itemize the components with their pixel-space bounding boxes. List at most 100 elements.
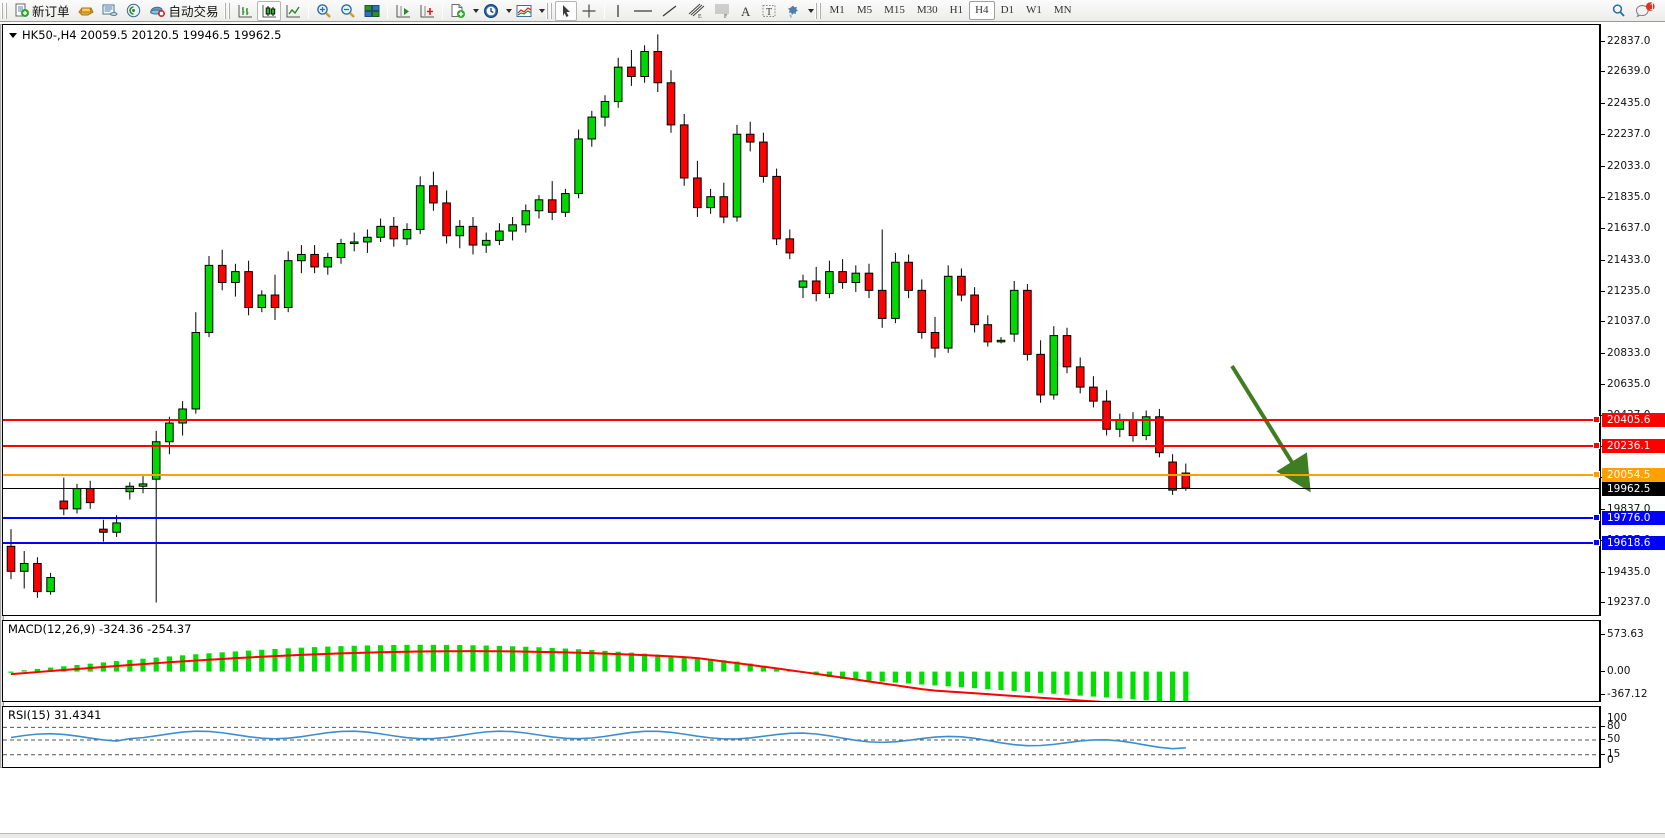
toolbar-grip-3[interactable] (545, 2, 553, 19)
timeframe-d1[interactable]: D1 (1000, 4, 1015, 16)
price-tag-resistance-1[interactable]: 20405.6 (1602, 413, 1665, 428)
svg-text:E: E (698, 14, 702, 19)
svg-text:T: T (766, 7, 772, 18)
price-axis-label: 21433.0 (1607, 253, 1651, 266)
horizontal-line-button[interactable] (629, 1, 657, 21)
timeframe-h1[interactable]: H1 (949, 4, 964, 16)
rsi-series (3, 726, 1599, 756)
navigator-button[interactable] (122, 1, 145, 21)
objects-button[interactable] (781, 1, 805, 21)
text-button[interactable]: A (735, 1, 757, 21)
chart-shift-button[interactable] (391, 1, 415, 21)
price-axis-label: 22837.0 (1607, 34, 1651, 47)
crosshair-button[interactable] (577, 1, 601, 21)
rsi-axis-label: 15 (1607, 747, 1621, 760)
indicators-button[interactable] (512, 1, 536, 21)
zoom-out-button[interactable] (336, 1, 360, 21)
symbol-header[interactable]: HK50-,H4 20059.5 20120.5 19946.5 19962.5 (9, 28, 281, 42)
bar-chart-icon (238, 4, 252, 17)
line-chart-button[interactable] (281, 1, 305, 21)
price-axis-tick (1601, 321, 1605, 323)
price-line-handle[interactable] (1593, 538, 1600, 546)
price-line-support-2[interactable] (3, 538, 1600, 546)
price-line-handle[interactable] (1593, 470, 1600, 478)
new-order-button[interactable]: 新订单 (10, 1, 74, 21)
objects-icon (787, 5, 798, 18)
price-line-support-1[interactable] (3, 514, 1600, 522)
tile-windows-button[interactable] (360, 1, 384, 21)
rsi-pane[interactable]: RSI(15) 31.4341 (2, 706, 1600, 768)
new-template-button[interactable] (446, 1, 470, 21)
text-box-button[interactable]: T (757, 1, 781, 21)
market-watch-button[interactable] (98, 1, 122, 21)
rsi-axis-label: 0 (1607, 754, 1614, 766)
timeframe-w1[interactable]: W1 (1026, 4, 1042, 16)
rsi-axis-label: 80 (1607, 720, 1621, 733)
price-line-resistance-2[interactable] (3, 442, 1600, 450)
macd-pane[interactable]: MACD(12,26,9) -324.36 -254.37 (2, 620, 1600, 702)
price-line-handle[interactable] (1593, 442, 1600, 450)
alerts-button[interactable]: 1 (1631, 1, 1659, 21)
fibonacci-icon: F (714, 4, 729, 19)
chart-menu-triangle-icon[interactable] (9, 32, 17, 38)
new-template-dropdown-caret[interactable] (472, 8, 479, 13)
toolbar-grip-4[interactable] (814, 2, 822, 19)
new-order-icon (15, 3, 29, 17)
timeframe-m1[interactable]: M1 (829, 4, 845, 16)
rsi-axis-label: 100 (1607, 712, 1628, 724)
price-tag-pivot[interactable]: 20054.5 (1602, 467, 1665, 482)
price-line-resistance-1[interactable] (3, 416, 1600, 424)
price-tag-support-1[interactable]: 19776.0 (1602, 511, 1665, 526)
toolbar-grip-1[interactable] (1, 2, 8, 19)
timeframe-m30[interactable]: M30 (916, 4, 938, 16)
price-axis-label: 19435.0 (1607, 565, 1651, 578)
chart-workspace[interactable]: HK50-,H4 20059.5 20120.5 19946.5 19962.5… (0, 22, 1665, 838)
symbol-header-text: HK50-,H4 20059.5 20120.5 19946.5 19962.5 (22, 28, 282, 42)
price-axis-tick (1601, 134, 1605, 136)
bar-chart-button[interactable] (233, 1, 257, 21)
period-dropdown-caret[interactable] (505, 8, 512, 13)
price-pane[interactable]: HK50-,H4 20059.5 20120.5 19946.5 19962.5 (2, 24, 1600, 616)
price-axis-label: 20833.0 (1607, 347, 1651, 360)
navigator-icon (126, 3, 140, 18)
search-button[interactable] (1607, 1, 1631, 21)
timeframe-mn[interactable]: MN (1053, 4, 1072, 16)
fibonacci-button[interactable]: F (709, 1, 735, 21)
text-label-icon: A (741, 4, 751, 19)
timeframe-m15[interactable]: M15 (884, 4, 905, 16)
trend-line-button[interactable] (657, 1, 683, 21)
price-line-handle[interactable] (1593, 416, 1600, 424)
candlestick-chart-button[interactable] (256, 0, 281, 21)
macd-axis-tick (1601, 694, 1605, 695)
candlestick-chart-icon (262, 4, 276, 17)
timeframe-h4[interactable]: H4 (969, 1, 995, 20)
indicators-dropdown-caret[interactable] (538, 8, 545, 13)
price-tag-support-2[interactable]: 19618.6 (1602, 535, 1665, 550)
price-tag-resistance-2[interactable]: 20236.1 (1602, 439, 1665, 454)
line-chart-icon (286, 4, 300, 17)
status-bar (0, 833, 1665, 838)
objects-dropdown-caret[interactable] (807, 8, 814, 13)
toolbar-separator-4 (603, 2, 605, 19)
gold-bar-button[interactable] (74, 1, 98, 21)
price-axis-label: 22237.0 (1607, 128, 1651, 141)
timeframe-m5[interactable]: M5 (856, 4, 873, 16)
price-axis[interactable]: 22837.0 22639.0 22435.0 22237.0 22033.0 21835… (1600, 24, 1665, 616)
vertical-line-button[interactable] (608, 1, 629, 21)
period-button[interactable] (479, 1, 503, 21)
equidistant-channel-button[interactable]: E (683, 1, 709, 21)
autoscroll-button[interactable] (415, 1, 439, 21)
toolbar-grip-2[interactable] (223, 2, 231, 19)
zoom-in-button[interactable] (312, 1, 336, 21)
price-line-handle[interactable] (1593, 514, 1600, 522)
price-line-last-price[interactable] (3, 488, 1599, 490)
zoom-out-icon (340, 3, 355, 18)
auto-trading-button[interactable]: 自动交易 (145, 1, 223, 21)
cursor-button[interactable] (554, 0, 577, 21)
price-axis-tick (1601, 40, 1605, 42)
equidistant-channel-icon: E (688, 3, 704, 19)
price-tag-last-price[interactable]: 19962.5 (1602, 482, 1665, 497)
toolbar-separator-1 (307, 2, 309, 19)
indicators-icon (516, 4, 532, 17)
price-line-pivot[interactable] (3, 470, 1600, 478)
